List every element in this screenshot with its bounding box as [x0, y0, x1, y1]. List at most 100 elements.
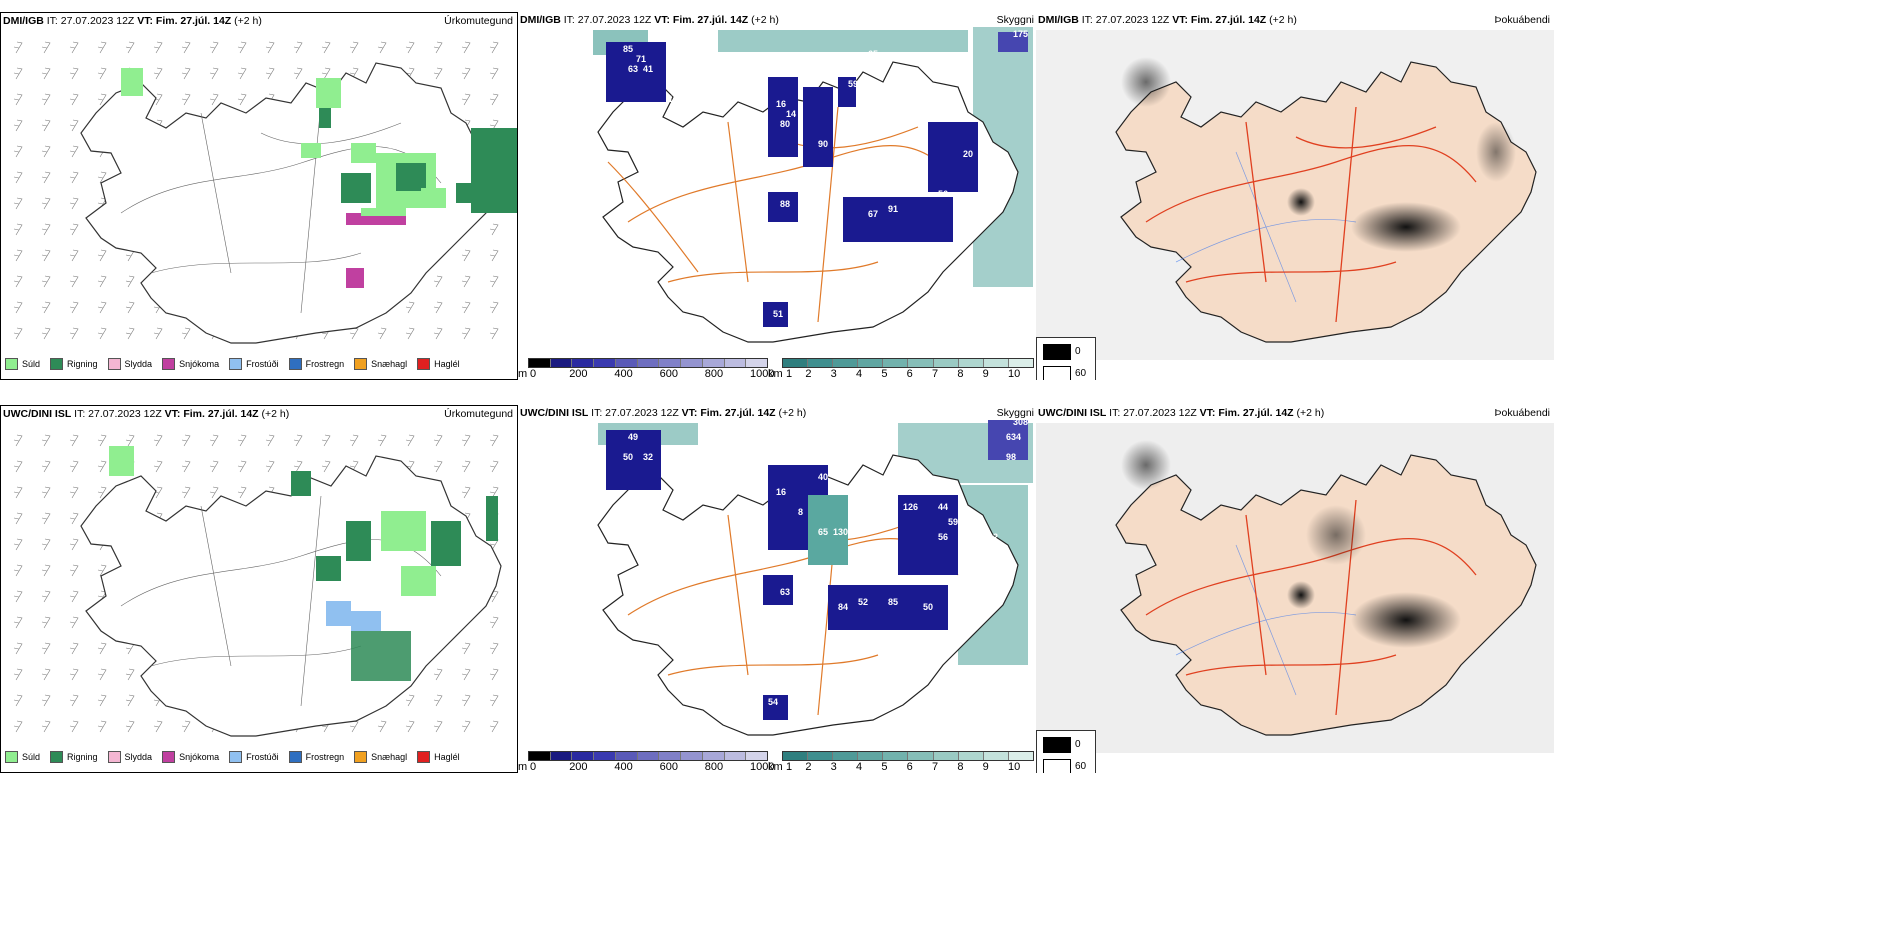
- wind-barb: [461, 720, 471, 733]
- wind-barb: [461, 694, 471, 707]
- wind-barb: [13, 67, 23, 80]
- legend-item: Haglél: [417, 358, 460, 370]
- wind-barb: [209, 41, 219, 54]
- visibility-colorbar: [782, 751, 1034, 761]
- cloud-base-label: 16: [776, 99, 786, 109]
- wind-barb: [461, 249, 471, 262]
- cloud-base-label: 70: [973, 517, 983, 527]
- wind-barb: [433, 67, 443, 80]
- wind-barb: [41, 486, 51, 499]
- cloud-base-label: 67: [868, 209, 878, 219]
- colorbar-segment: [1008, 752, 1033, 760]
- legend-item: Haglél: [417, 751, 460, 763]
- river-lines: [1175, 544, 1357, 696]
- legend-label: Frostregn: [305, 752, 345, 762]
- colorbar-tick: 4: [856, 368, 863, 380]
- colorbar-tick: 0: [530, 368, 537, 380]
- legend-item: Frostúði: [229, 751, 279, 763]
- wind-barb: [13, 538, 23, 551]
- wind-barb: [97, 301, 107, 314]
- precip-panel-bottom: UWC/DINI ISL IT: 27.07.2023 12Z VT: Fim.…: [0, 405, 518, 773]
- colorbar-tick: 8: [957, 761, 964, 773]
- fog-key-high-swatch: [1043, 344, 1071, 360]
- cloud-base-label: 45: [963, 537, 973, 547]
- precip-areas: [121, 68, 517, 288]
- cloud-base-label: 102: [983, 532, 998, 542]
- legend-label: Snæhagl: [371, 752, 408, 762]
- colorbar-tick: 6: [906, 368, 913, 380]
- cloud-base-label: 85: [623, 44, 633, 54]
- panel-title: Skyggni: [996, 407, 1034, 419]
- cloud-base-label: 59: [948, 517, 958, 527]
- legend-swatch: [417, 751, 431, 763]
- wind-barb: [153, 434, 163, 447]
- wind-barb: [209, 93, 219, 106]
- cloud-base-label: 14: [786, 109, 796, 119]
- wind-barb: [461, 275, 471, 288]
- cloud-panel-bottom: UWC/DINI ISL IT: 27.07.2023 12Z VT: Fim.…: [518, 405, 1036, 773]
- colorbar-segment: [783, 752, 809, 760]
- wind-barb: [153, 460, 163, 473]
- wind-barb: [69, 720, 79, 733]
- wind-barb: [13, 668, 23, 681]
- panel-title: Úrkomutegund: [444, 408, 513, 420]
- wind-barb: [461, 67, 471, 80]
- wind-barb: [13, 197, 23, 210]
- colorbar-tick: 5: [881, 368, 888, 380]
- colorbar-segment: [746, 359, 768, 367]
- colorbar-segment: [615, 359, 638, 367]
- cloud-base-label: 63: [780, 587, 790, 597]
- wind-barb: [405, 41, 415, 54]
- colorbar-tick: 5: [881, 761, 888, 773]
- panel-header: UWC/DINI ISL IT: 27.07.2023 12Z VT: Fim.…: [3, 408, 289, 420]
- wind-barb: [69, 301, 79, 314]
- wind-barb: [377, 720, 387, 733]
- cloud-base-label: 126: [903, 502, 918, 512]
- colorbar-segment: [637, 359, 660, 367]
- colorbar-segment: [659, 752, 682, 760]
- colorbar-tick: 1: [786, 368, 793, 380]
- legend-swatch: [5, 358, 18, 370]
- init-time: IT: 27.07.2023 12Z: [1106, 407, 1200, 419]
- colorbar-segment: [983, 359, 1009, 367]
- model-source: DMI/IGB: [3, 15, 44, 27]
- wind-barb: [265, 460, 275, 473]
- colorbar-tick: 200: [569, 761, 588, 773]
- colorbar-segment: [594, 359, 616, 367]
- wind-barb: [41, 642, 51, 655]
- cloud-base-label: 16: [776, 487, 786, 497]
- wind-barb: [461, 642, 471, 655]
- wind-barb: [125, 434, 135, 447]
- wind-barb: [433, 434, 443, 447]
- legend-swatch: [229, 751, 243, 763]
- panel-title: Þokuábendi: [1494, 407, 1550, 419]
- wind-barb: [321, 67, 331, 80]
- fog-key-high-swatch: [1043, 737, 1071, 753]
- wind-barb: [489, 93, 499, 106]
- wind-barb: [69, 119, 79, 132]
- colorbar-tick: 2: [805, 368, 812, 380]
- cloud-base-label: 50: [623, 452, 633, 462]
- wind-barb: [69, 694, 79, 707]
- wind-barb: [181, 460, 191, 473]
- wind-barb: [489, 275, 499, 288]
- colorbar-tick: 6: [906, 761, 913, 773]
- wind-barb: [69, 668, 79, 681]
- cloud-base-label: 71: [863, 562, 873, 572]
- colorbar-tick: 9: [982, 368, 989, 380]
- wind-barb: [433, 460, 443, 473]
- wind-barb: [433, 720, 443, 733]
- wind-barb: [237, 41, 247, 54]
- fog-key-high-label: 0: [1075, 346, 1081, 357]
- precip-areas: [109, 446, 498, 681]
- wind-barb: [69, 590, 79, 603]
- panel-header: DMI/IGB IT: 27.07.2023 12Z VT: Fim. 27.j…: [3, 15, 262, 27]
- wind-barb: [97, 93, 107, 106]
- cloud-base-label: 84: [838, 602, 848, 612]
- fog-key-low-swatch: [1043, 366, 1071, 380]
- cloud-base-label: 98: [1006, 452, 1016, 462]
- wind-barb: [13, 171, 23, 184]
- valid-time: VT: Fim. 27.júl. 14Z: [1172, 14, 1267, 26]
